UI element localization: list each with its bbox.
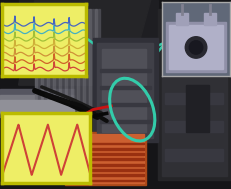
Bar — [68, 9, 70, 113]
Bar — [67, 180, 143, 181]
Bar — [67, 143, 143, 144]
Bar — [164, 121, 222, 132]
Bar — [53, 9, 55, 113]
Bar — [67, 158, 143, 160]
Bar — [86, 9, 88, 113]
Bar — [97, 43, 152, 138]
Bar — [203, 13, 215, 25]
Bar — [92, 9, 94, 113]
Bar — [92, 38, 157, 142]
Bar — [67, 148, 143, 150]
Bar — [65, 9, 67, 113]
Bar — [41, 9, 43, 113]
Bar — [99, 120, 150, 123]
Bar — [99, 103, 150, 106]
Bar — [67, 134, 143, 183]
Bar — [164, 93, 222, 104]
Bar — [44, 9, 46, 113]
Polygon shape — [18, 0, 150, 85]
Bar — [71, 9, 73, 113]
Bar — [99, 69, 150, 72]
Bar — [67, 169, 143, 171]
Bar — [0, 100, 74, 112]
Bar — [67, 174, 143, 176]
Bar — [50, 9, 52, 113]
Bar — [67, 164, 143, 166]
Circle shape — [188, 41, 202, 54]
Bar — [0, 94, 74, 113]
Bar — [162, 72, 226, 176]
Bar — [102, 49, 146, 132]
Bar — [175, 13, 187, 25]
Bar — [98, 9, 100, 113]
Bar — [165, 22, 225, 72]
Bar — [0, 89, 74, 117]
Bar — [47, 9, 49, 113]
Bar — [80, 9, 82, 113]
Bar — [35, 9, 37, 113]
Bar — [77, 9, 79, 113]
Bar — [168, 25, 222, 69]
Bar — [99, 86, 150, 89]
Circle shape — [185, 37, 206, 58]
Bar — [65, 132, 146, 185]
Bar — [18, 0, 157, 85]
Bar — [67, 153, 143, 155]
Bar — [59, 9, 61, 113]
Bar — [74, 9, 76, 113]
Bar — [89, 9, 91, 113]
Bar — [164, 149, 222, 161]
Bar — [157, 9, 231, 180]
Bar — [38, 9, 40, 113]
Bar — [185, 85, 208, 132]
Bar — [56, 9, 58, 113]
Bar — [95, 9, 97, 113]
Bar — [83, 9, 85, 113]
Bar — [62, 9, 64, 113]
